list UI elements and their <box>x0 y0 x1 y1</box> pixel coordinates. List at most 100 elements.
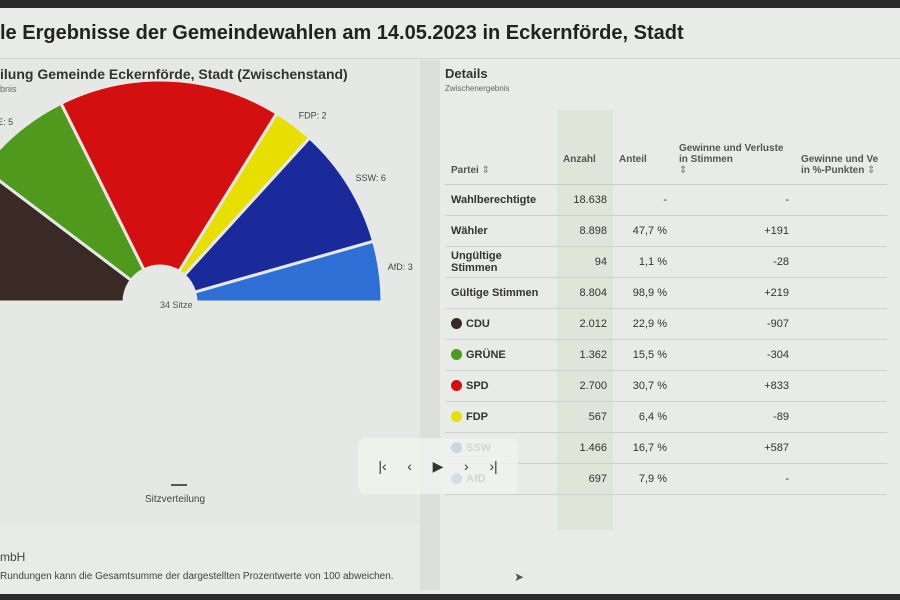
sort-icon: ⇕ <box>481 165 490 176</box>
row-gain-points <box>795 432 887 464</box>
title-divider <box>0 58 900 59</box>
row-label: Wahlberechtigte <box>451 194 537 206</box>
row-share: 15,5 % <box>613 339 673 371</box>
first-frame-button[interactable]: |‹ <box>378 458 387 474</box>
seat-slice-cdu[interactable] <box>0 168 134 304</box>
row-gain-votes: - <box>673 184 795 216</box>
row-count: 2.012 <box>557 308 613 340</box>
row-label-cell: FDP <box>445 401 557 433</box>
row-label-cell: SPD <box>445 370 557 402</box>
row-count: 567 <box>557 401 613 433</box>
next-frame-button[interactable]: › <box>464 458 469 474</box>
header-count[interactable]: Anzahl <box>557 112 613 185</box>
table-row: Wähler 8.898 47,7 % +191 <box>445 215 887 247</box>
row-count: 94 <box>557 246 613 278</box>
row-label: Gültige Stimmen <box>451 287 539 299</box>
row-gain-votes: +833 <box>673 370 795 402</box>
table-row: GRÜNE 1.362 15,5 % -304 <box>445 339 887 371</box>
mouse-cursor-icon: ➤ <box>514 570 525 584</box>
row-share: 1,1 % <box>613 246 673 278</box>
row-gain-votes: -28 <box>673 246 795 278</box>
seat-label-grüne: GRÜNE: 5 <box>0 117 13 127</box>
row-share: 16,7 % <box>613 432 673 464</box>
results-table: Partei ⇕ Anzahl Anteil Gewinne und Verlu… <box>445 112 887 495</box>
header-party-label: Partei <box>451 165 479 176</box>
footer-note: Rundungen kann die Gesamtsumme der darge… <box>0 571 394 582</box>
seat-slice-grüne[interactable] <box>0 101 146 283</box>
panel-divider <box>420 60 440 590</box>
seat-slice-spd[interactable] <box>59 80 279 274</box>
row-count: 2.700 <box>557 370 613 402</box>
row-count: 8.898 <box>557 215 613 247</box>
row-label-cell: Wahlberechtigte <box>445 184 557 216</box>
table-row: CDU 2.012 22,9 % -907 <box>445 308 887 340</box>
row-gain-votes: - <box>673 463 795 495</box>
page-title: le Ergebnisse der Gemeindewahlen am 14.0… <box>0 22 684 44</box>
party-color-icon <box>451 349 462 360</box>
legend-label: Sitzverteilung <box>145 494 206 505</box>
party-color-icon <box>451 380 462 391</box>
animation-player: |‹ ‹ ▶ › ›| <box>358 438 518 494</box>
row-label-cell: Gültige Stimmen <box>445 277 557 309</box>
row-count: 18.638 <box>557 184 613 216</box>
play-button[interactable]: ▶ <box>432 457 444 474</box>
table-row: SPD 2.700 30,7 % +833 <box>445 370 887 402</box>
row-gain-votes: +587 <box>673 432 795 464</box>
row-share: 22,9 % <box>613 308 673 340</box>
row-label: GRÜNE <box>466 349 506 361</box>
row-gain-points <box>795 463 887 495</box>
row-gain-votes: -304 <box>673 339 795 371</box>
header-gain-votes[interactable]: Gewinne und Verluste in Stimmen ⇕ <box>673 112 795 185</box>
sort-icon: ⇕ <box>867 165 876 176</box>
row-gain-points <box>795 246 887 278</box>
table-row: Wahlberechtigte 18.638- - <box>445 184 887 216</box>
header-gain-points-label: Gewinne und Ve in %-Punkten <box>801 154 879 176</box>
row-share: 98,9 % <box>613 277 673 309</box>
row-share: 47,7 % <box>613 215 673 247</box>
seat-label-afd: AfD: 3 <box>388 262 413 272</box>
row-label: Wähler <box>451 225 488 237</box>
header-count-label: Anzahl <box>563 154 596 165</box>
row-gain-points <box>795 401 887 433</box>
seat-slice-afd[interactable] <box>192 239 384 304</box>
sort-icon: ⇕ <box>679 165 688 176</box>
last-frame-button[interactable]: ›| <box>489 458 498 474</box>
row-count: 1.362 <box>557 339 613 371</box>
party-color-icon <box>451 411 462 422</box>
party-color-icon <box>451 318 462 329</box>
table-row: Gültige Stimmen 8.804 98,9 % +219 <box>445 277 887 309</box>
row-gain-points <box>795 277 887 309</box>
row-count: 8.804 <box>557 277 613 309</box>
row-gain-votes: -907 <box>673 308 795 340</box>
legend-marker <box>171 484 187 486</box>
details-title: Details <box>445 66 488 81</box>
header-share[interactable]: Anteil <box>613 112 673 185</box>
row-label-cell: GRÜNE <box>445 339 557 371</box>
previous-frame-button[interactable]: ‹ <box>407 458 412 474</box>
row-label: CDU <box>466 318 490 330</box>
header-gain-points[interactable]: Gewinne und Ve in %-Punkten ⇕ <box>795 112 887 185</box>
header-gain-votes-label: Gewinne und Verluste in Stimmen <box>679 143 784 165</box>
row-gain-points <box>795 339 887 371</box>
row-count: 697 <box>557 463 613 495</box>
row-gain-votes: +191 <box>673 215 795 247</box>
header-party[interactable]: Partei ⇕ <box>445 112 557 185</box>
row-label: FDP <box>466 411 488 423</box>
row-share: 30,7 % <box>613 370 673 402</box>
row-gain-votes: -89 <box>673 401 795 433</box>
row-gain-points <box>795 370 887 402</box>
header-share-label: Anteil <box>619 154 647 165</box>
row-gain-points <box>795 215 887 247</box>
row-label-cell: CDU <box>445 308 557 340</box>
row-label-cell: Wähler <box>445 215 557 247</box>
row-gain-votes: +219 <box>673 277 795 309</box>
seat-label-fdp: FDP: 2 <box>299 110 327 120</box>
row-gain-points <box>795 184 887 216</box>
table-row: FDP 567 6,4 % -89 <box>445 401 887 433</box>
seat-panel-title: ilung Gemeinde Eckernförde, Stadt (Zwisc… <box>0 66 348 82</box>
details-subtitle: Zwischenergebnis <box>445 84 510 93</box>
row-label: Ungültige Stimmen <box>451 250 502 274</box>
seat-panel-subtitle: bnis <box>0 84 17 94</box>
row-gain-points <box>795 308 887 340</box>
